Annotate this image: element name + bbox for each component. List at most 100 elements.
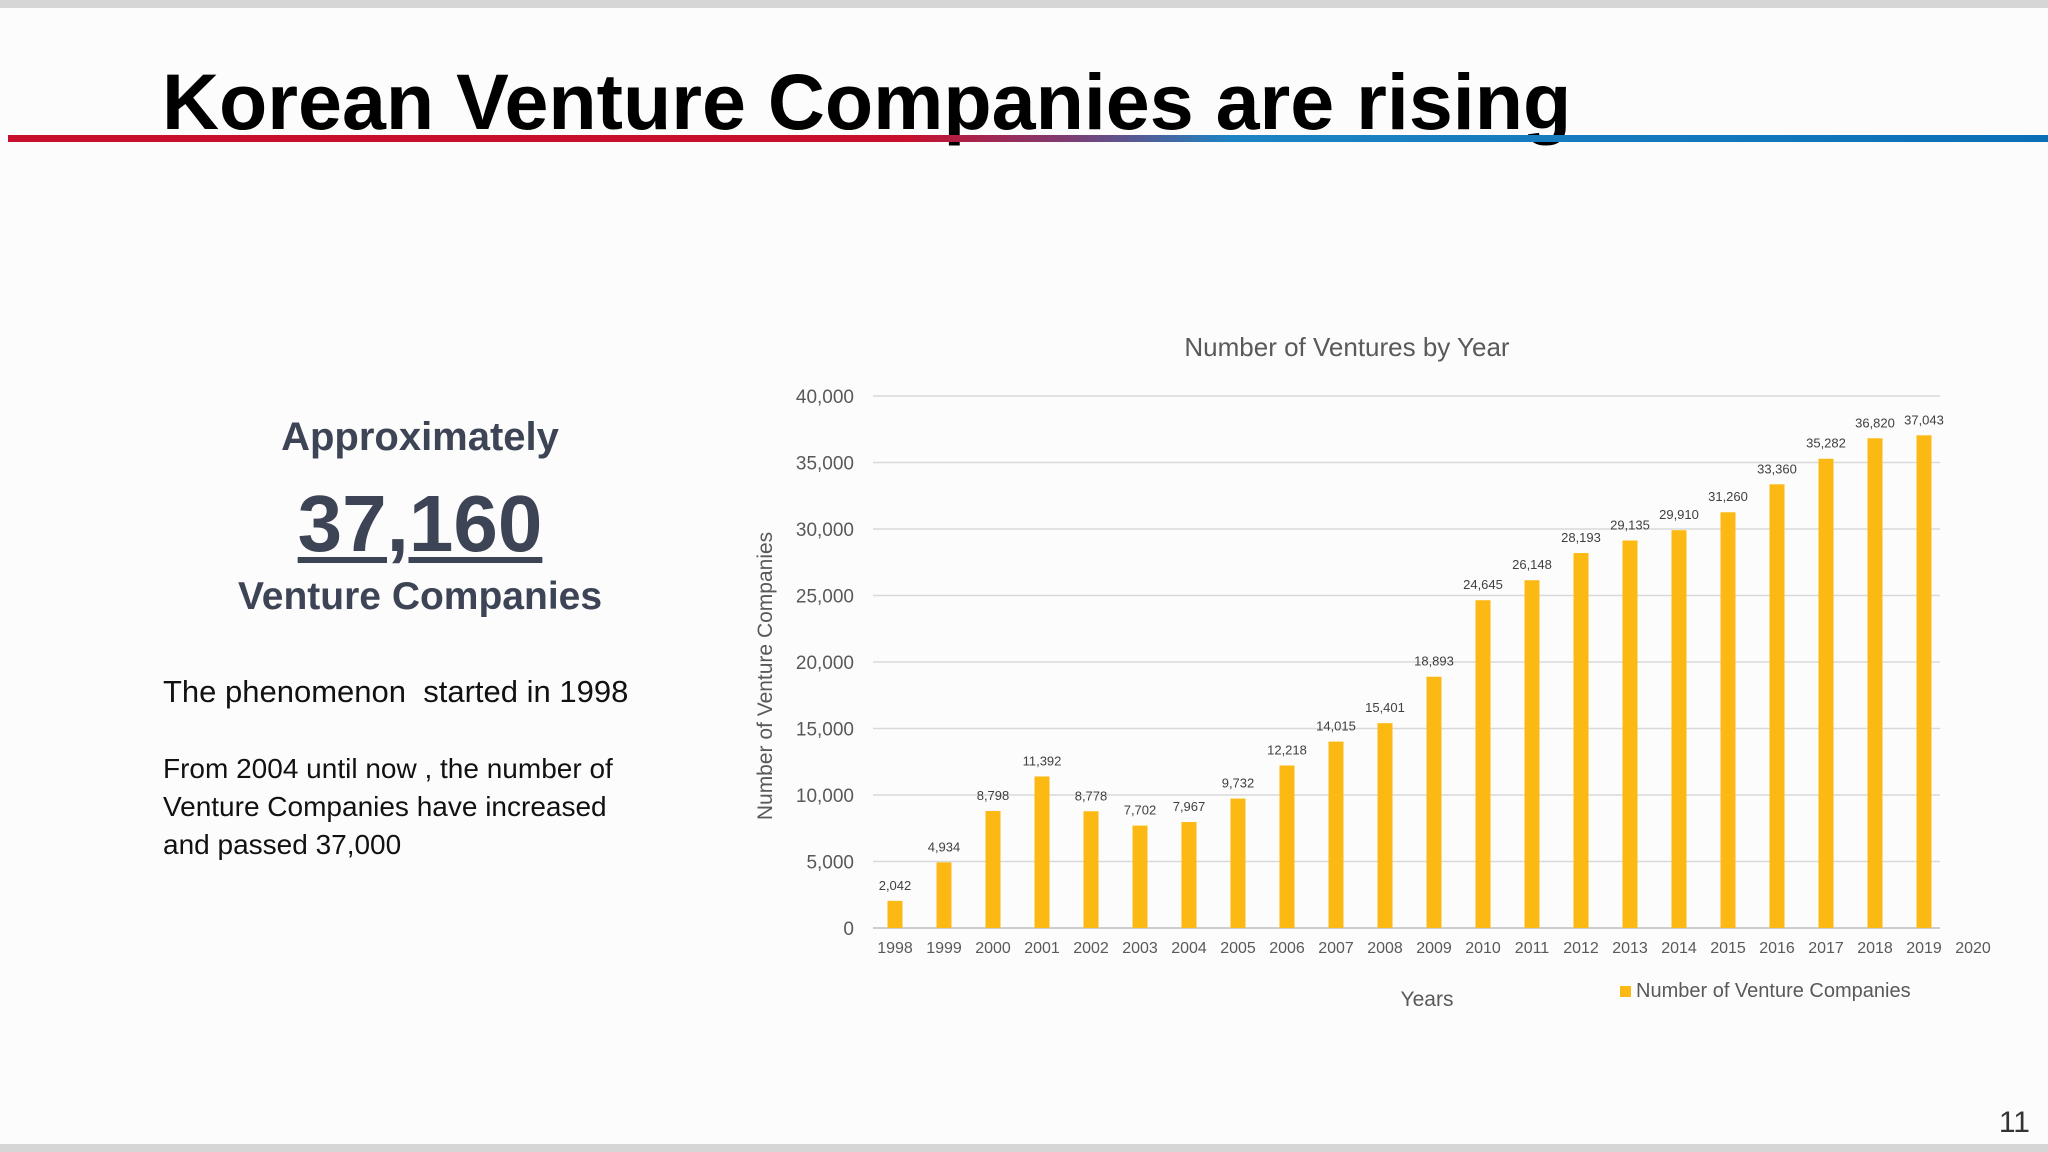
bar	[1279, 765, 1295, 928]
data-label: 7,967	[1173, 799, 1206, 814]
chart-title: Number of Ventures by Year	[1184, 332, 1510, 362]
bar	[985, 810, 1001, 928]
chart-legend: Number of Venture Companies	[1620, 980, 1911, 1002]
bar	[1818, 458, 1834, 928]
bar	[1083, 811, 1099, 928]
data-label: 9,732	[1222, 776, 1255, 791]
bar	[1867, 438, 1883, 928]
chart-data-labels: 2,042 4,934 8,798 11,392 8,778 7,702 7,967 9,73…	[879, 412, 1944, 893]
x-tick-label: 2015	[1710, 940, 1746, 957]
summary-panel: Approximately 37,160 Venture Companies T…	[0, 0, 700, 1152]
data-label: 4,934	[928, 839, 961, 854]
data-label: 31,260	[1708, 489, 1748, 504]
bar	[1524, 580, 1540, 928]
x-tick-label: 2007	[1318, 940, 1354, 957]
x-tick-label: 2002	[1073, 940, 1109, 957]
bar	[1671, 530, 1687, 928]
x-tick-label: 2003	[1122, 940, 1158, 957]
y-axis-label: Number of Venture Companies	[754, 532, 777, 820]
data-label: 35,282	[1806, 436, 1846, 451]
highlight-number-value: 37,160	[297, 479, 543, 568]
slide-title: Korean Venture Companies are rising	[162, 57, 1572, 146]
legend-swatch	[1620, 986, 1631, 997]
bar	[1181, 822, 1197, 928]
data-label: 24,645	[1463, 577, 1503, 592]
data-label: 2,042	[879, 878, 912, 893]
x-tick-label: 2004	[1171, 940, 1207, 957]
bar	[1573, 553, 1589, 928]
y-tick-label: 25,000	[796, 587, 854, 608]
x-tick-label: 2020	[1955, 940, 1991, 957]
data-label: 37,043	[1904, 412, 1944, 427]
x-tick-label: 2001	[1024, 940, 1060, 957]
y-tick-label: 10,000	[796, 786, 854, 807]
x-tick-label: 2013	[1612, 940, 1648, 957]
bar	[1916, 435, 1932, 928]
bar	[1720, 512, 1736, 928]
data-label: 26,148	[1512, 557, 1552, 572]
highlight-caption: Venture Companies	[237, 575, 603, 618]
y-tick-label: 35,000	[796, 454, 854, 475]
data-label: 14,015	[1316, 719, 1356, 734]
top-frame-bar	[0, 0, 2048, 8]
bar	[1230, 798, 1246, 928]
x-axis-label: Years	[1401, 988, 1454, 1011]
ventures-bar-chart: Number of Ventures by Year 0 5,000 10,000 1…	[754, 332, 1991, 1011]
chart-bars	[887, 435, 1932, 928]
data-label: 12,218	[1267, 743, 1307, 758]
data-label: 33,360	[1757, 461, 1797, 476]
x-tick-label: 2008	[1367, 940, 1403, 957]
x-tick-label: 2009	[1416, 940, 1452, 957]
y-axis-ticks: 0 5,000 10,000 15,000 20,000 25,000 30,000 35,0…	[796, 387, 854, 940]
x-tick-label: 1998	[877, 940, 913, 957]
data-label: 8,798	[977, 788, 1010, 803]
phenomenon-text: The phenomenon started in 1998	[163, 674, 629, 709]
x-tick-label: 2017	[1808, 940, 1844, 957]
y-tick-label: 40,000	[796, 387, 854, 408]
data-label: 28,193	[1561, 530, 1601, 545]
data-label: 36,820	[1855, 415, 1895, 430]
x-tick-label: 2005	[1220, 940, 1256, 957]
bar	[1132, 825, 1148, 928]
bar	[1475, 600, 1491, 928]
title-underline-rule	[8, 135, 2048, 142]
y-tick-label: 15,000	[796, 720, 854, 741]
data-label: 18,893	[1414, 654, 1454, 669]
x-tick-label: 2000	[975, 940, 1011, 957]
legend-label: Number of Venture Companies	[1636, 980, 1911, 1002]
page-number: 11	[1998, 1106, 2030, 1139]
x-tick-label: 2014	[1661, 940, 1697, 957]
y-tick-label: 20,000	[796, 653, 854, 674]
bar	[887, 900, 903, 928]
bar	[1622, 540, 1638, 928]
x-tick-label: 2010	[1465, 940, 1501, 957]
data-label: 11,392	[1023, 753, 1062, 768]
bar	[936, 862, 952, 928]
y-tick-label: 5,000	[806, 853, 854, 874]
growth-text: From 2004 until now , the number of Vent…	[163, 753, 613, 860]
highlight-number: 37,160	[160, 478, 680, 570]
x-tick-label: 2006	[1269, 940, 1305, 957]
y-tick-label: 30,000	[796, 520, 854, 541]
chart-gridlines	[873, 395, 1940, 929]
data-label: 29,910	[1659, 507, 1699, 522]
x-tick-label: 2012	[1563, 940, 1599, 957]
bar	[1034, 776, 1050, 928]
data-label: 7,702	[1124, 803, 1157, 818]
x-tick-label: 2019	[1906, 940, 1942, 957]
x-axis-ticks: 1998 1999 2000 2001 2002 2003 2004 2005 2006 2007…	[877, 940, 1991, 957]
bar	[1769, 484, 1785, 928]
data-label: 8,778	[1075, 788, 1108, 803]
x-tick-label: 2011	[1515, 940, 1550, 957]
x-tick-label: 1999	[926, 940, 962, 957]
bottom-frame-bar	[0, 1144, 2048, 1152]
x-tick-label: 2018	[1857, 940, 1893, 957]
bar	[1377, 723, 1393, 928]
approximately-label: Approximately	[281, 415, 559, 459]
y-tick-label: 0	[843, 919, 854, 940]
data-label: 15,401	[1365, 700, 1405, 715]
data-label: 29,135	[1610, 518, 1650, 533]
bar	[1328, 741, 1344, 928]
x-tick-label: 2016	[1759, 940, 1795, 957]
bar	[1426, 676, 1442, 928]
